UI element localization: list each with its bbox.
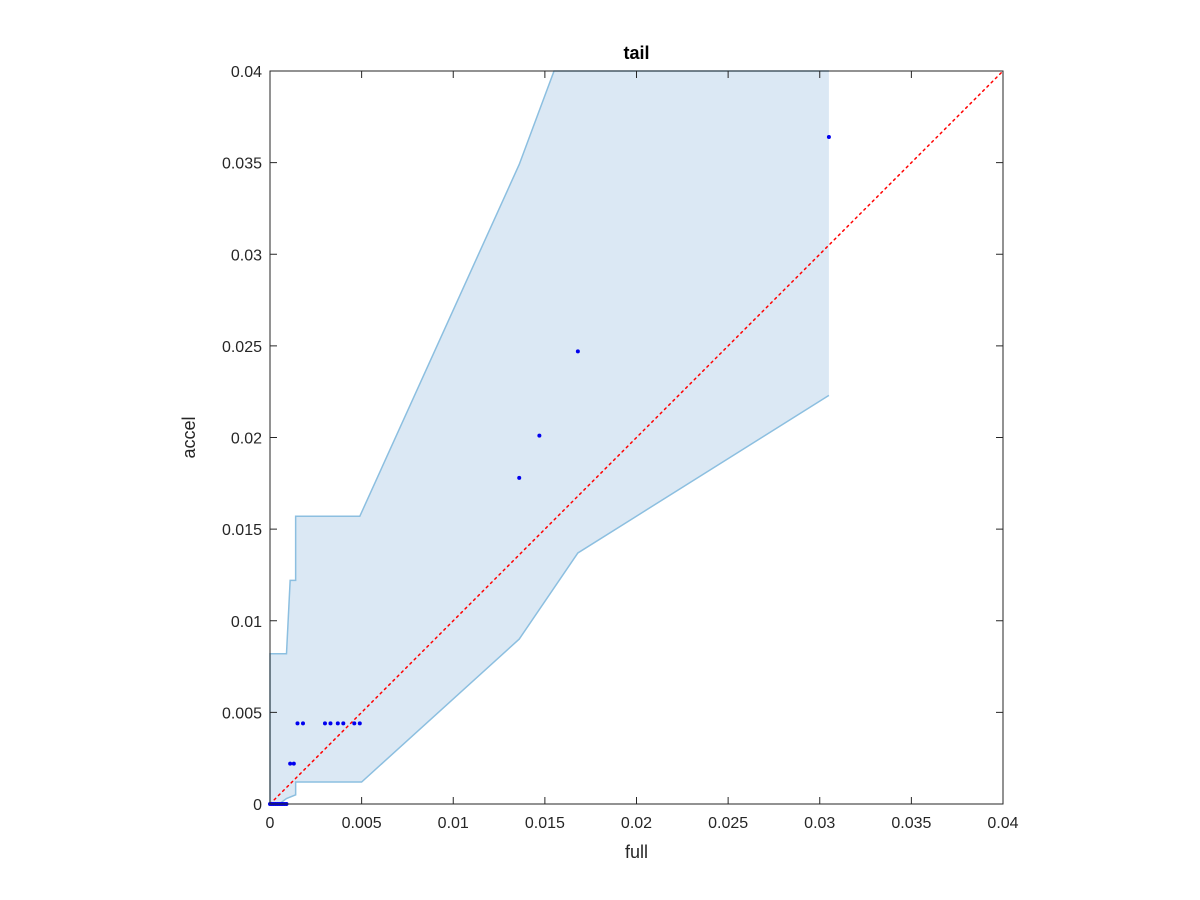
data-point [826, 134, 831, 139]
confidence-band-fill [270, 71, 829, 804]
data-point [295, 721, 300, 726]
axis-ticks-layer: 0 0.005 0.01 0.015 0.02 0.025 0.03 0.035 0.04 0 0.… [222, 64, 1019, 832]
y-tick-label: 0.04 [231, 64, 262, 81]
data-point [537, 433, 542, 438]
y-tick-label: 0.01 [231, 614, 262, 631]
data-point [517, 475, 522, 480]
data-point [322, 721, 327, 726]
data-point [300, 721, 305, 726]
x-tick-label: 0.035 [891, 815, 931, 832]
chart-title: tail [623, 43, 649, 63]
data-point [291, 761, 296, 766]
x-tick-label: 0.025 [708, 815, 748, 832]
x-tick-label: 0.015 [525, 815, 565, 832]
y-tick-label: 0.035 [222, 156, 262, 173]
y-tick-label: 0.005 [222, 705, 262, 722]
data-point [328, 721, 333, 726]
y-axis-label: accel [179, 416, 199, 458]
x-tick-label: 0.005 [342, 815, 382, 832]
data-point [352, 721, 357, 726]
data-point [341, 721, 346, 726]
x-tick-label: 0.03 [804, 815, 835, 832]
y-tick-label: 0.025 [222, 339, 262, 356]
x-tick-label: 0.02 [621, 815, 652, 832]
y-tick-label: 0.015 [222, 522, 262, 539]
y-tick-label: 0.03 [231, 247, 262, 264]
confidence-band-upper-edge [269, 70, 829, 804]
x-tick-label: 0 [266, 815, 275, 832]
reference-diagonal-line [269, 70, 1004, 805]
y-tick-label: 0.02 [231, 431, 262, 448]
x-tick-label: 0.01 [438, 815, 469, 832]
data-point [335, 721, 340, 726]
y-tick-label: 0 [253, 797, 262, 814]
data-point [575, 349, 580, 354]
x-axis-label: full [625, 842, 648, 862]
data-point [357, 721, 362, 726]
x-tick-label: 0.04 [987, 815, 1018, 832]
confidence-band-layer [269, 70, 830, 805]
reference-line-layer [269, 70, 1004, 805]
data-point [288, 761, 293, 766]
